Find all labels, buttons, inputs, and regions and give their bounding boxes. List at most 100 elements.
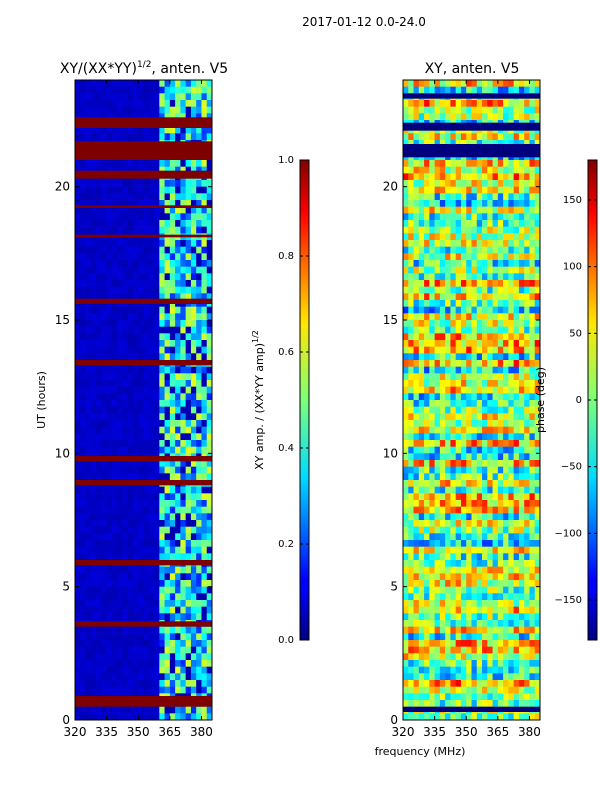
phase-heatmap-cell [466, 433, 472, 441]
amp-heatmap-cell [80, 413, 86, 421]
phase-heatmap-cell [471, 160, 478, 168]
phase-heatmap-cell [408, 406, 414, 414]
amp-heatmap-cell [159, 326, 165, 334]
phase-heatmap-cell [434, 426, 441, 434]
phase-heatmap-cell [508, 133, 515, 141]
amp-heatmap-cell [180, 220, 187, 228]
amp-heatmap-cell [154, 320, 160, 328]
phase-heatmap-cell [508, 486, 515, 494]
amp-heatmap-cell [127, 426, 134, 434]
amp-heatmap-cell [117, 680, 123, 688]
phase-heatmap-cell [418, 80, 425, 88]
phase-heatmap-cell [497, 553, 504, 561]
amp-heatmap-cell [154, 713, 160, 720]
phase-heatmap-cell [429, 320, 436, 328]
amp-heatmap-cell [132, 660, 139, 668]
amp-heatmap-cell [190, 106, 197, 114]
phase-heatmap-cell [429, 626, 436, 634]
amp-heatmap-cell [96, 533, 102, 541]
phase-heatmap-cell [524, 406, 530, 414]
phase-heatmap-cell [418, 300, 425, 308]
phase-heatmap-cell [503, 513, 509, 521]
phase-heatmap-cell [487, 440, 493, 448]
phase-heatmap-cell [460, 106, 467, 114]
phase-heatmap-cell [466, 113, 472, 121]
phase-heatmap-cell [471, 113, 478, 121]
phase-heatmap-cell [450, 680, 457, 688]
amp-heatmap-cell [85, 540, 92, 548]
phase-heatmap-cell [518, 566, 525, 574]
amp-heatmap-cell [75, 240, 81, 248]
amp-heatmap-cell [111, 506, 118, 514]
phase-heatmap-cell [482, 173, 488, 181]
amp-heatmap-cell [101, 326, 108, 334]
amp-heatmap-cell [159, 280, 165, 288]
amp-heatmap-cell [106, 280, 113, 288]
amp-heatmap-cell [127, 246, 134, 254]
phase-heatmap-cell [413, 700, 420, 708]
amp-heatmap-cell [196, 606, 202, 614]
amp-heatmap-cell [159, 593, 165, 601]
phase-heatmap-cell [471, 500, 478, 508]
phase-heatmap-cell [439, 253, 446, 261]
phase-heatmap-cell [518, 686, 525, 694]
amp-heatmap-cell [175, 426, 181, 434]
amp-heatmap-cell [164, 713, 171, 720]
phase-heatmap-cell [413, 580, 420, 588]
amp-heatmap-cell [196, 293, 202, 301]
amp-heatmap-cell [111, 313, 118, 321]
amp-heatmap-cell [111, 420, 118, 428]
phase-heatmap-cell [471, 186, 478, 194]
phase-heatmap-cell [492, 193, 499, 201]
phase-heatmap-cell [403, 620, 409, 628]
phase-heatmap-cell [487, 426, 493, 434]
phase-heatmap-cell [445, 180, 451, 188]
amp-heatmap-cell [185, 426, 192, 434]
phase-heatmap-cell [513, 693, 520, 701]
amp-heatmap-cell [190, 500, 197, 508]
phase-heatmap-cell [466, 480, 472, 488]
phase-heatmap-cell [439, 200, 446, 208]
amp-heatmap-cell [122, 86, 129, 94]
phase-heatmap-cell [434, 573, 441, 581]
phase-heatmap-cell [460, 213, 467, 221]
amp-heatmap-cell [111, 566, 118, 574]
phase-heatmap-cell [508, 266, 515, 274]
amp-heatmap-cell [96, 553, 102, 561]
amp-heatmap-cell [80, 466, 86, 474]
amp-heatmap-cell [175, 386, 181, 394]
amp-heatmap-cell [164, 460, 171, 468]
amp-heatmap-cell [96, 653, 102, 661]
phase-heatmap-cell [429, 566, 436, 574]
amp-heatmap-cell [132, 246, 139, 254]
amp-heatmap-cell [206, 573, 212, 581]
amp-heatmap-cell [122, 600, 129, 608]
amp-heatmap-cell [117, 220, 123, 228]
amp-heatmap-cell [117, 640, 123, 648]
amp-heatmap-cell [196, 526, 202, 534]
phase-heatmap-cell [524, 640, 530, 648]
phase-heatmap-cell [524, 686, 530, 694]
phase-heatmap-cell [455, 473, 462, 481]
amp-heatmap-cell [190, 446, 197, 454]
phase-heatmap-cell [460, 113, 467, 121]
phase-heatmap-cell [471, 426, 478, 434]
amp-heatmap-cell [85, 293, 92, 301]
amp-heatmap-cell [164, 640, 171, 648]
amp-heatmap-cell [148, 520, 155, 528]
amp-heatmap-cell [85, 320, 92, 328]
phase-heatmap-cell [434, 113, 441, 121]
phase-heatmap-cell [413, 566, 420, 574]
phase-heatmap-cell [434, 553, 441, 561]
amp-heatmap-cell [175, 206, 181, 214]
phase-heatmap-cell [518, 160, 525, 168]
amp-heatmap-cell [80, 673, 86, 681]
phase-heatmap-cell [471, 486, 478, 494]
phase-heatmap-cell [476, 426, 483, 434]
phase-heatmap-cell [487, 246, 493, 254]
amp-heatmap-cell [180, 666, 187, 674]
phase-heatmap-cell [534, 340, 540, 348]
amp-heatmap-cell [169, 166, 176, 174]
phase-heatmap-cell [476, 560, 483, 568]
amp-heatmap-cell [90, 666, 97, 674]
